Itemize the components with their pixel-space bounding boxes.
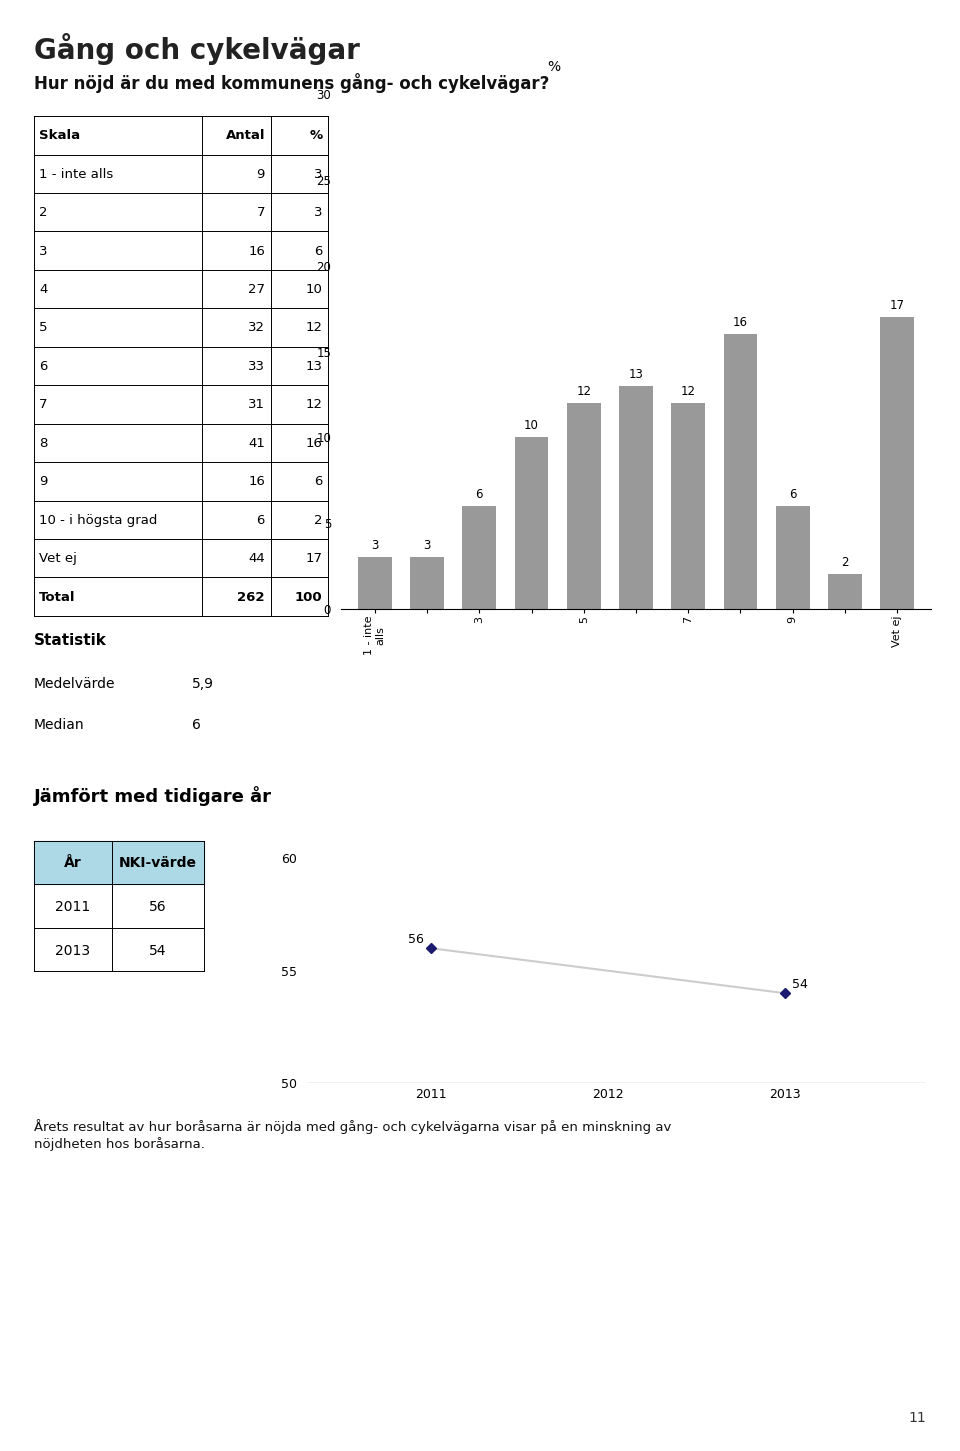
Text: 7: 7 (256, 206, 265, 219)
Text: 10: 10 (524, 419, 539, 432)
Bar (671, 403, 706, 608)
Text: 6: 6 (789, 488, 797, 501)
Text: 31: 31 (248, 399, 265, 412)
Text: 12: 12 (305, 399, 323, 412)
Text: 2011: 2011 (56, 900, 90, 914)
Text: 6: 6 (314, 245, 323, 258)
Text: 17: 17 (305, 553, 323, 566)
Text: 100: 100 (295, 591, 323, 604)
Bar (724, 334, 757, 608)
Bar (463, 506, 496, 608)
Text: 262: 262 (237, 591, 265, 604)
Text: 16: 16 (248, 476, 265, 489)
Text: 54: 54 (149, 943, 167, 958)
Text: 16: 16 (305, 437, 323, 450)
Text: 7: 7 (39, 399, 48, 412)
Text: Jämfört med tidigare år: Jämfört med tidigare år (34, 785, 272, 805)
Text: Skala: Skala (39, 129, 81, 142)
Text: 54: 54 (792, 978, 807, 991)
Text: Antal: Antal (226, 129, 265, 142)
Text: Vet ej: Vet ej (39, 553, 77, 566)
Text: 10 - i högsta grad: 10 - i högsta grad (39, 514, 157, 527)
Text: 10: 10 (305, 283, 323, 296)
Text: Medelvärde: Medelvärde (34, 676, 115, 691)
Text: 32: 32 (248, 322, 265, 335)
Text: 4: 4 (39, 283, 48, 296)
Text: 5,9: 5,9 (192, 676, 214, 691)
Text: 2: 2 (841, 556, 849, 569)
Bar (776, 506, 809, 608)
Text: 3: 3 (314, 168, 323, 181)
Text: 11: 11 (909, 1410, 926, 1425)
Text: 2: 2 (39, 206, 48, 219)
Text: Gång och cykelvägar: Gång och cykelvägar (34, 33, 359, 65)
Bar (566, 403, 601, 608)
Bar (828, 575, 862, 608)
Text: 9: 9 (256, 168, 265, 181)
Text: 56: 56 (149, 900, 167, 914)
Text: 2013: 2013 (56, 943, 90, 958)
Text: 12: 12 (576, 385, 591, 398)
Text: 13: 13 (305, 360, 323, 373)
Text: 13: 13 (629, 367, 643, 380)
Text: 41: 41 (248, 437, 265, 450)
Text: Årets resultat av hur boråsarna är nöjda med gång- och cykelvägarna visar på en : Årets resultat av hur boråsarna är nöjda… (34, 1119, 671, 1151)
Text: 27: 27 (248, 283, 265, 296)
Bar (515, 437, 548, 608)
Text: 1 - inte alls: 1 - inte alls (39, 168, 113, 181)
Text: %: % (309, 129, 323, 142)
Text: Statistik: Statistik (34, 633, 107, 649)
Text: 3: 3 (372, 540, 378, 553)
Text: 6: 6 (314, 476, 323, 489)
Bar (410, 557, 444, 608)
Text: 8: 8 (39, 437, 48, 450)
Text: Median: Median (34, 717, 84, 731)
Text: 33: 33 (248, 360, 265, 373)
Text: 44: 44 (249, 553, 265, 566)
Text: 56: 56 (408, 933, 424, 946)
Text: 5: 5 (39, 322, 48, 335)
Bar (619, 386, 653, 608)
Text: 16: 16 (733, 316, 748, 329)
Text: 12: 12 (681, 385, 696, 398)
Bar (358, 557, 392, 608)
Text: Hur nöjd är du med kommunens gång- och cykelvägar?: Hur nöjd är du med kommunens gång- och c… (34, 73, 549, 93)
Text: År: År (64, 856, 82, 871)
Text: Total: Total (39, 591, 76, 604)
Text: 6: 6 (39, 360, 48, 373)
Text: 3: 3 (314, 206, 323, 219)
Text: 6: 6 (192, 717, 201, 731)
Text: 16: 16 (248, 245, 265, 258)
Text: 6: 6 (475, 488, 483, 501)
Text: 17: 17 (890, 299, 904, 312)
Text: 3: 3 (423, 540, 431, 553)
Text: 9: 9 (39, 476, 48, 489)
Text: 6: 6 (256, 514, 265, 527)
Text: %: % (547, 59, 561, 74)
Text: 3: 3 (39, 245, 48, 258)
Text: 12: 12 (305, 322, 323, 335)
Text: 2: 2 (314, 514, 323, 527)
Text: NKI-värde: NKI-värde (119, 856, 197, 871)
Bar (880, 318, 914, 608)
